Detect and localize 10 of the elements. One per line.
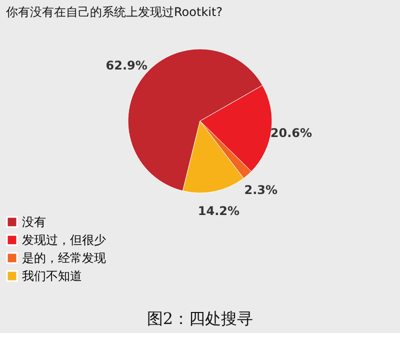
caption: 图2：四处搜寻 [146, 309, 254, 328]
data-label: 2.3% [244, 182, 278, 197]
legend-label: 我们不知道 [22, 269, 82, 283]
legend-label: 发现过，但很少 [22, 233, 106, 247]
legend-label: 是的，经常发现 [22, 251, 106, 265]
data-label: 62.9% [106, 58, 148, 73]
chart-title: 你有没有在自己的系统上发现过Rootkit? [5, 5, 223, 19]
data-label: 20.6% [270, 126, 312, 140]
data-label: 14.2% [198, 204, 240, 218]
legend-label: 没有 [22, 215, 46, 229]
